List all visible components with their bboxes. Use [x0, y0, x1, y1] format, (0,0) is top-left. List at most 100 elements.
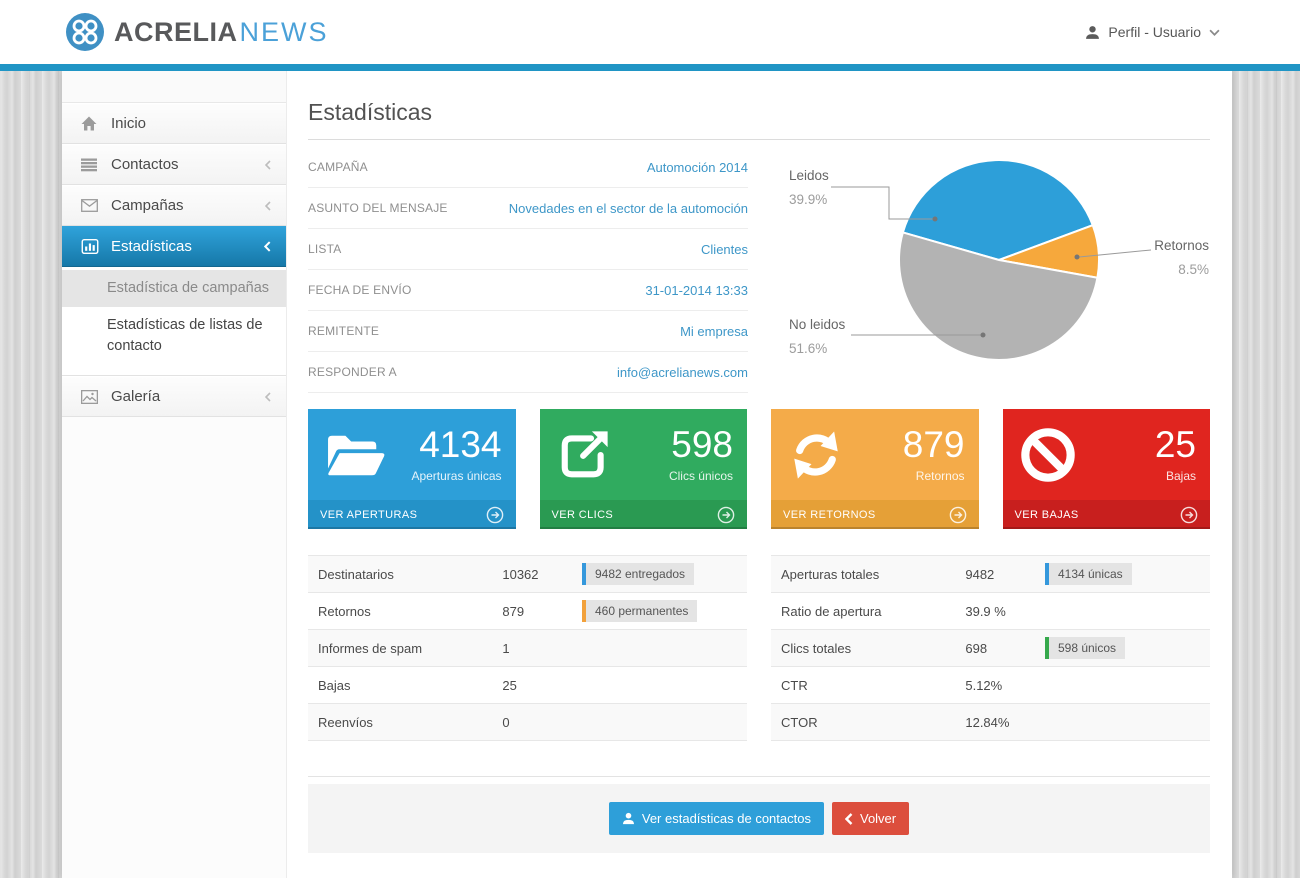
row-value: 879	[502, 603, 525, 619]
sidebar-item-label: Galería	[111, 388, 161, 405]
pie-value-leidos: 39.9%	[789, 192, 827, 207]
row-value: 10362	[502, 566, 539, 582]
arrow-right-circle-icon	[949, 506, 966, 523]
table-aperturas: Aperturas totales 9482 4134 únicas Ratio…	[771, 555, 1210, 741]
table-row: Reenvíos 0	[308, 703, 747, 740]
sidebar-item-galeria[interactable]: Galería	[62, 376, 286, 417]
button-label: Ver estadísticas de contactos	[641, 811, 811, 826]
status-badge: 460 permanentes	[581, 600, 698, 622]
view-contact-stats-button[interactable]: Ver estadísticas de contactos	[608, 802, 824, 835]
row-label: Retornos	[318, 603, 371, 619]
sidebar-item-label: Campañas	[111, 197, 184, 214]
title-divider	[308, 139, 1210, 140]
table-envios: Destinatarios 10362 9482 entregados Reto…	[308, 555, 747, 741]
sidebar-submenu: Estadística de campañas Estadísticas de …	[62, 267, 286, 376]
row-label: CTR	[781, 677, 808, 693]
pie-chart-svg: Leidos 39.9% Retornos 8.5% No leidos 51.…	[789, 159, 1209, 361]
callout-line-retornos	[1078, 249, 1152, 258]
card-bajas: 25 Bajas VER BAJAS	[1002, 409, 1210, 529]
callout-dot-retornos	[1074, 254, 1080, 260]
brand-suffix: NEWS	[239, 16, 329, 47]
card-bajas-body: 25 Bajas	[1002, 409, 1210, 500]
detail-label: FECHA DE ENVÍO	[308, 283, 412, 297]
callout-dot-no-leidos	[980, 332, 986, 338]
card-label: Aperturas únicas	[411, 469, 502, 483]
chevron-left-icon	[265, 200, 271, 211]
card-label: Bajas	[1165, 469, 1196, 483]
sidebar-item-estadisticas[interactable]: Estadísticas	[62, 226, 286, 267]
sidebar-item-campanas[interactable]: Campañas	[62, 185, 286, 226]
row-value: 1	[502, 640, 510, 656]
sidebar-item-label: Contactos	[111, 156, 179, 173]
card-value: 879	[902, 424, 965, 465]
pie-value-retornos: 8.5%	[1178, 262, 1209, 277]
top-accent-bar	[0, 64, 1300, 71]
detail-label: LISTA	[308, 242, 342, 256]
card-value: 25	[1154, 424, 1196, 465]
table-row: Informes de spam 1	[308, 629, 747, 666]
row-value: 25	[502, 677, 517, 693]
card-bajas-footer-link[interactable]: VER BAJAS	[1002, 500, 1210, 529]
card-value: 4134	[419, 424, 502, 465]
card-stats: 4134 Aperturas únicas	[392, 424, 502, 483]
pie-label-leidos: Leidos	[789, 168, 829, 183]
brand-name: ACRELIA	[114, 16, 238, 47]
card-stats: 25 Bajas	[1087, 424, 1196, 483]
status-badge: 598 únicos	[1044, 637, 1126, 659]
callout-line-leidos	[831, 186, 933, 220]
card-retornos-body: 879 Retornos	[771, 409, 979, 500]
callout-dot-leidos	[932, 216, 938, 222]
bar-chart-icon	[81, 239, 100, 254]
sidebar-subitem-estadistica-campanas[interactable]: Estadística de campañas	[62, 270, 286, 307]
bottom-divider	[308, 776, 1210, 777]
sidebar: Inicio Contactos Campañas Estadíst	[62, 71, 287, 878]
detail-value: Mi empresa	[680, 323, 748, 339]
back-button[interactable]: Volver	[831, 802, 910, 835]
profile-menu[interactable]: Perfil - Usuario	[1085, 24, 1220, 40]
content-wrapper: Inicio Contactos Campañas Estadíst	[62, 71, 1232, 878]
arrow-right-circle-icon	[1180, 506, 1198, 523]
sidebar-item-label: Inicio	[111, 115, 147, 132]
card-value: 598	[671, 424, 733, 465]
row-value: 9482	[965, 566, 995, 582]
pie-chart: Leidos 39.9% Retornos 8.5% No leidos 51.…	[769, 147, 1210, 393]
card-action-label: VER RETORNOS	[783, 508, 876, 521]
chevron-left-icon	[265, 391, 271, 402]
image-icon	[81, 389, 100, 404]
row-value: 39.9 %	[965, 603, 1006, 619]
sidebar-subitem-estadisticas-listas[interactable]: Estadísticas de listas de contacto	[107, 317, 263, 354]
detail-label: ASUNTO DEL MENSAJE	[308, 201, 448, 215]
card-clics-footer-link[interactable]: VER CLICS	[539, 500, 747, 529]
home-icon	[81, 116, 100, 131]
app-header: ACRELIANEWS Perfil - Usuario	[0, 0, 1300, 64]
row-label: CTOR	[781, 714, 818, 730]
arrow-right-circle-icon	[717, 506, 735, 523]
card-retornos-footer-link[interactable]: VER RETORNOS	[771, 500, 979, 529]
sidebar-item-contactos[interactable]: Contactos	[62, 144, 286, 185]
detail-row-lista: LISTA Clientes	[308, 229, 748, 270]
row-label: Aperturas totales	[781, 566, 880, 582]
detail-row-fecha: FECHA DE ENVÍO 31-01-2014 13:33	[308, 270, 748, 311]
card-aperturas-footer-link[interactable]: VER APERTURAS	[308, 500, 516, 529]
pie-label-retornos: Retornos	[1154, 238, 1209, 253]
detail-value: Novedades en el sector de la automoción	[508, 200, 748, 216]
row-label: Ratio de apertura	[781, 603, 882, 619]
external-link-icon	[556, 427, 624, 483]
detail-row-remitente: REMITENTE Mi empresa	[308, 311, 748, 352]
stat-cards: 4134 Aperturas únicas VER APERTURAS	[308, 409, 1210, 529]
row-label: Informes de spam	[318, 640, 423, 656]
sidebar-item-inicio[interactable]: Inicio	[62, 103, 286, 144]
card-label: Clics únicos	[668, 469, 733, 483]
brand-logo[interactable]: ACRELIANEWS	[65, 12, 329, 52]
card-stats: 879 Retornos	[855, 426, 965, 483]
detail-label: RESPONDER A	[308, 365, 397, 379]
stats-tables: Destinatarios 10362 9482 entregados Reto…	[308, 555, 1210, 741]
card-action-label: VER CLICS	[551, 508, 614, 521]
card-clics-body: 598 Clics únicos	[539, 409, 747, 500]
campaign-details: CAMPAÑA Automoción 2014 ASUNTO DEL MENSA…	[308, 147, 748, 393]
detail-label: REMITENTE	[308, 324, 380, 338]
detail-value: 31-01-2014 13:33	[645, 282, 748, 298]
sidebar-item-label: Estadísticas	[111, 238, 192, 255]
card-action-label: VER APERTURAS	[320, 508, 418, 521]
pie-label-no-leidos: No leidos	[789, 317, 846, 332]
